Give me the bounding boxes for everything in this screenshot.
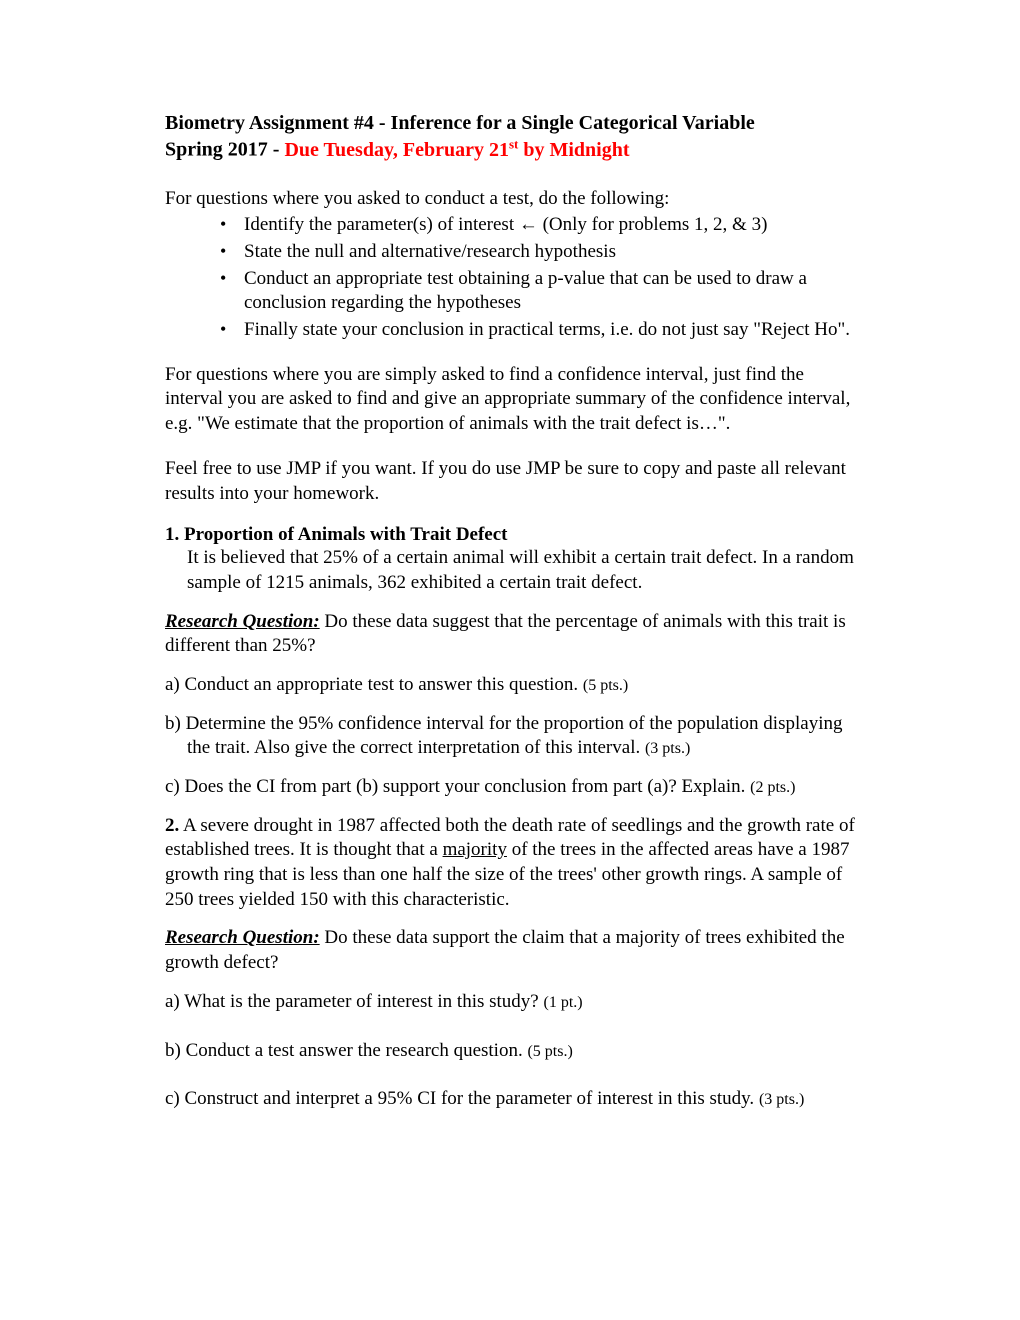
q2-a: a) What is the parameter of interest in … [165, 990, 855, 1015]
bullet-text: Identify the parameter(s) of interest [244, 214, 519, 235]
due-date-part1: Due Tuesday, February 21 [284, 139, 508, 161]
q1-a: a) Conduct an appropriate test to answer… [165, 673, 855, 698]
q1-research-question: Research Question: Do these data suggest… [165, 610, 855, 659]
list-item: State the null and alternative/research … [220, 240, 855, 265]
arrow-icon: ← [519, 214, 538, 235]
paragraph-jmp: Feel free to use JMP if you want. If you… [165, 457, 855, 506]
research-question-label: Research Question: [165, 611, 320, 632]
q2-b-points: (5 pts.) [527, 1043, 572, 1060]
research-question-label: Research Question: [165, 927, 320, 948]
q2-b-text: b) Conduct a test answer the research qu… [165, 1040, 527, 1061]
title-line-2: Spring 2017 - Due Tuesday, February 21st… [165, 136, 855, 163]
q1-a-text: a) Conduct an appropriate test to answer… [165, 674, 583, 695]
q2-a-text: a) What is the parameter of interest in … [165, 991, 543, 1012]
q2-number: 2. [165, 815, 179, 836]
due-date-sup: st [509, 136, 518, 151]
bullet-tail: (Only for problems 1, 2, & 3) [538, 214, 768, 235]
q1-c-points: (2 pts.) [750, 779, 795, 796]
q1-b-text: b) Determine the 95% confidence interval… [165, 713, 842, 759]
intro-text: For questions where you asked to conduct… [165, 187, 855, 212]
list-item: Identify the parameter(s) of interest ← … [220, 213, 855, 238]
title-line-1: Biometry Assignment #4 - Inference for a… [165, 110, 855, 136]
q2-c-text: c) Construct and interpret a 95% CI for … [165, 1088, 759, 1109]
title-prefix: Spring 2017 - [165, 139, 284, 161]
list-item: Conduct an appropriate test obtaining a … [220, 267, 855, 316]
q2-c: c) Construct and interpret a 95% CI for … [165, 1087, 855, 1112]
q1-b-points: (3 pts.) [645, 740, 690, 757]
due-date-part2: by Midnight [518, 139, 629, 161]
q1-c: c) Does the CI from part (b) support you… [165, 775, 855, 800]
q2-b: b) Conduct a test answer the research qu… [165, 1039, 855, 1064]
q2-research-question: Research Question: Do these data support… [165, 926, 855, 975]
q2-a-points: (1 pt.) [543, 994, 582, 1011]
q2-header: 2. A severe drought in 1987 affected bot… [165, 814, 855, 913]
q1-body: It is believed that 25% of a certain ani… [187, 546, 855, 595]
q2-c-points: (3 pts.) [759, 1091, 804, 1108]
q2-majority: majority [443, 839, 507, 860]
list-item: Finally state your conclusion in practic… [220, 318, 855, 343]
due-date: Due Tuesday, February 21st by Midnight [284, 139, 629, 161]
q1-b: b) Determine the 95% confidence interval… [165, 712, 855, 761]
instruction-list: Identify the parameter(s) of interest ← … [220, 213, 855, 342]
q1-c-text: c) Does the CI from part (b) support you… [165, 776, 750, 797]
q1-a-points: (5 pts.) [583, 677, 628, 694]
paragraph-ci: For questions where you are simply asked… [165, 363, 855, 437]
q1-header: 1. Proportion of Animals with Trait Defe… [165, 524, 855, 546]
